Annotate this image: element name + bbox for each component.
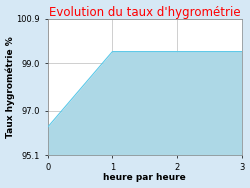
Title: Evolution du taux d'hygrométrie: Evolution du taux d'hygrométrie <box>49 6 240 19</box>
Y-axis label: Taux hygrométrie %: Taux hygrométrie % <box>6 36 15 138</box>
X-axis label: heure par heure: heure par heure <box>103 174 186 182</box>
